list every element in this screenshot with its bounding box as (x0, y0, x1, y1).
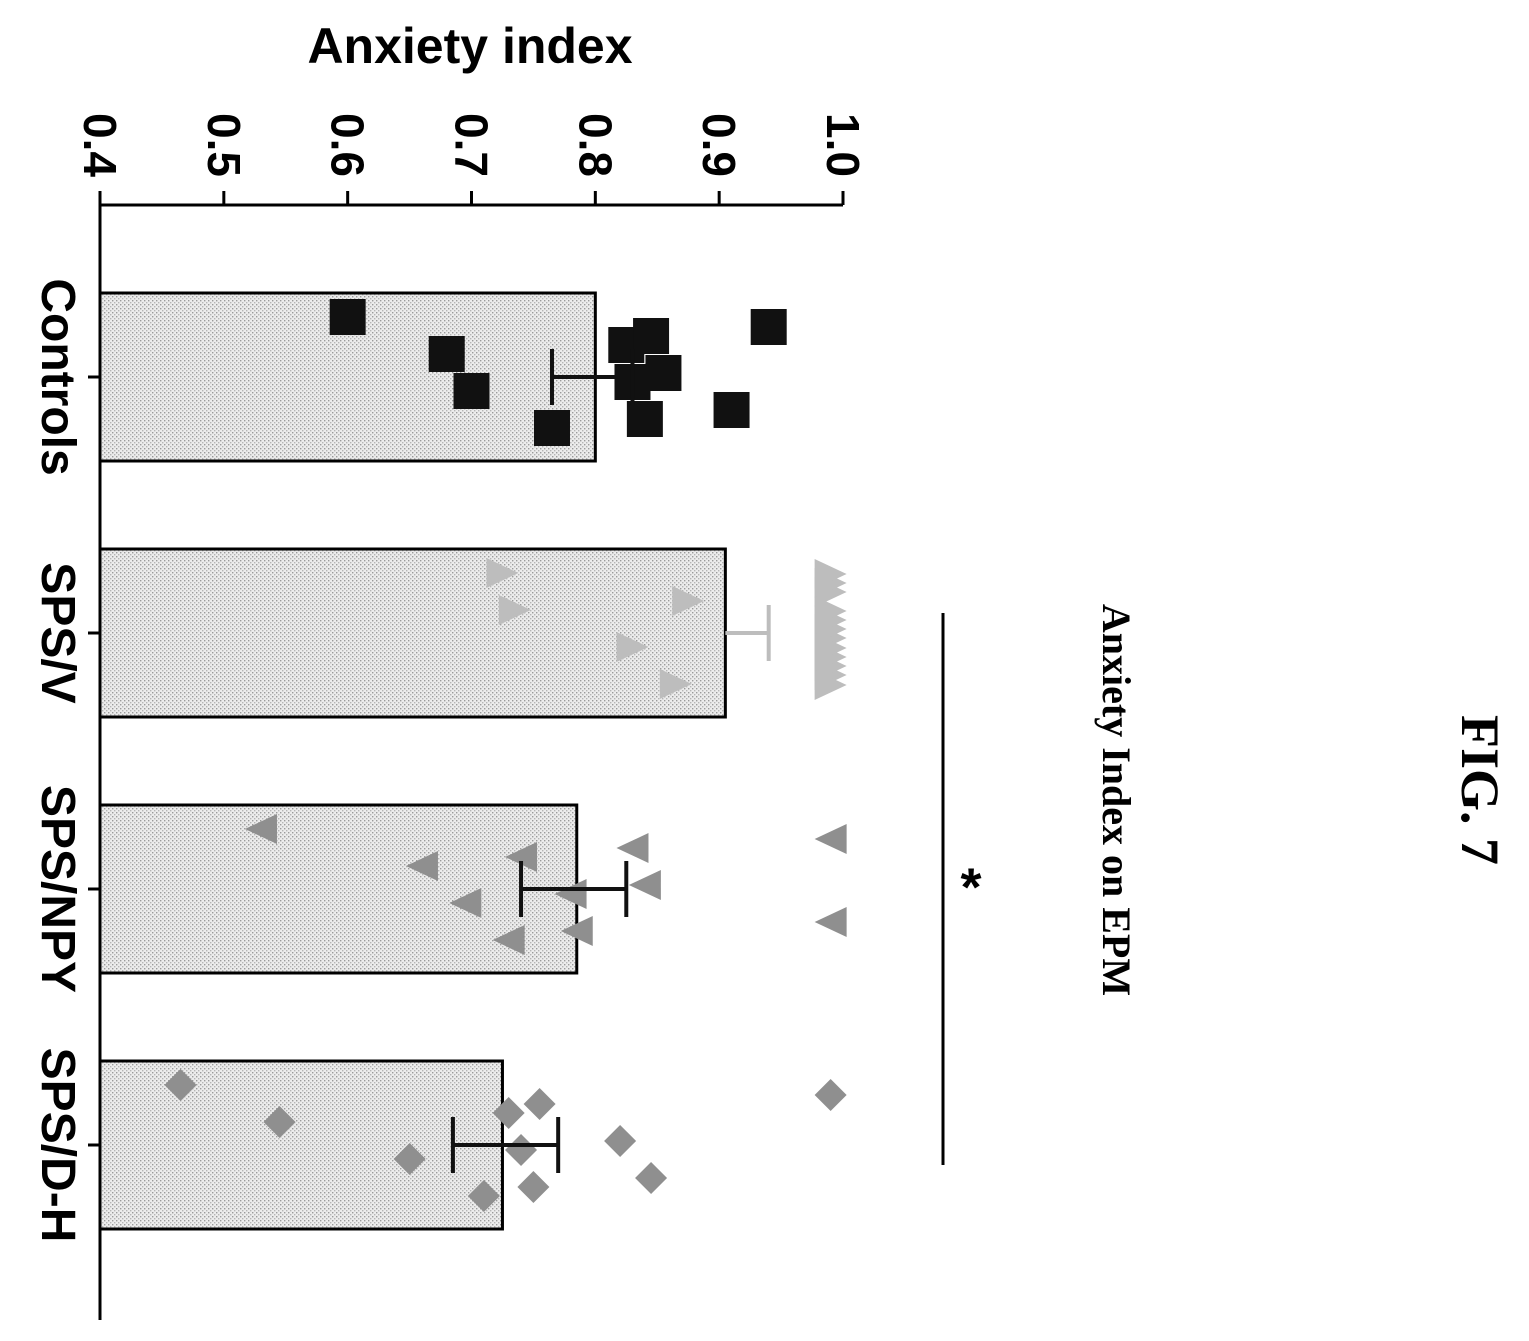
category-label: SPS/NPY (31, 785, 84, 993)
data-point (492, 925, 525, 955)
bar-sps-d-h (98, 1059, 504, 1231)
value-tick-label: 0.8 (569, 113, 621, 177)
data-point (533, 410, 570, 446)
data-point (244, 814, 277, 844)
data-point (560, 916, 593, 946)
value-tick-label: 0.9 (693, 113, 745, 177)
value-tick-label: 1.0 (817, 113, 869, 177)
data-point (814, 1079, 847, 1111)
category-label: SPS/V (31, 562, 84, 703)
data-point (428, 336, 465, 372)
data-point (393, 1143, 426, 1175)
data-point (467, 1180, 500, 1212)
data-point (453, 373, 490, 409)
data-point (659, 669, 692, 699)
data-point (486, 558, 519, 588)
significance-marker: * (960, 857, 981, 917)
data-point (517, 1171, 550, 1203)
value-tick-label: 0.5 (198, 113, 250, 177)
category-label: SPS/D-H (31, 1048, 84, 1243)
data-point (645, 355, 682, 391)
data-point (523, 1088, 556, 1120)
data-point (635, 1162, 668, 1194)
data-point (505, 842, 538, 872)
data-point (263, 1106, 296, 1138)
data-point (604, 1125, 637, 1157)
y-axis-label: Anxiety index (307, 18, 632, 74)
data-point (498, 595, 531, 625)
data-point (814, 670, 847, 700)
data-point (713, 392, 750, 428)
data-point (672, 586, 705, 616)
data-point (814, 559, 847, 589)
data-point (633, 318, 670, 354)
bar-sps-v (98, 547, 727, 719)
plot-area: 0.4 0.5 0.6 0.7 0.8 0.9 1.0 Controls SPS/V SPS/NP… (31, 113, 982, 1320)
value-tick-label: 0.4 (74, 113, 126, 177)
data-point (626, 401, 663, 437)
data-point (505, 1134, 538, 1166)
data-point (814, 633, 847, 663)
data-point (449, 888, 482, 918)
category-label: Controls (31, 278, 84, 475)
data-point (329, 299, 366, 335)
data-point (616, 632, 649, 662)
data-point (164, 1069, 197, 1101)
data-point (814, 596, 847, 626)
data-point (814, 824, 847, 854)
chart-title: Anxiety Index on EPM (1094, 604, 1139, 996)
data-point (750, 309, 787, 345)
data-point (814, 907, 847, 937)
data-point (492, 1097, 525, 1129)
data-point (628, 870, 661, 900)
data-point (616, 833, 649, 863)
value-tick-label: 0.7 (446, 113, 498, 177)
data-point (405, 851, 438, 881)
data-point (554, 879, 587, 909)
bar-sps-npy (98, 803, 579, 975)
figure-label: FIG. 7 (1450, 715, 1510, 865)
value-tick-label: 0.6 (322, 113, 374, 177)
